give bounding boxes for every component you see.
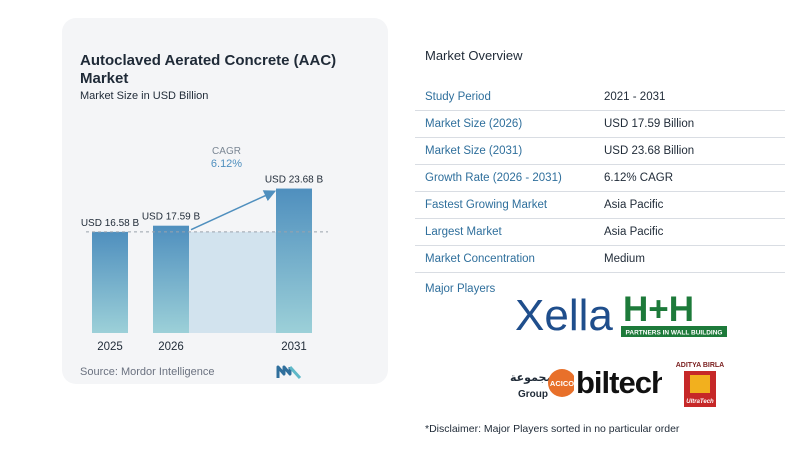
market-overview-title: Market Overview [425,48,523,63]
overview-row-label: Fastest Growing Market [425,199,548,211]
overview-row-label: Market Size (2026) [425,118,523,130]
cagr-arrow [190,190,277,231]
hh-logo: H+H PARTNERS IN WALL BUILDING [621,287,727,337]
biltech-logo-text: biltech [576,365,662,400]
overview-row-value: Asia Pacific [604,226,664,238]
xella-logo-text: Xella [515,291,613,338]
major-players-label: Major Players [425,283,496,295]
biltech-logo: biltech [576,357,670,405]
overview-row-label: Market Concentration [425,253,535,265]
overview-row-value: Medium [604,253,645,265]
ultratech-text: UltraTech [686,399,714,405]
acico-group-text: Group [518,389,548,400]
cagr-label: CAGR [212,146,241,157]
ultratech-logo: ADITYA BIRLA UltraTech [670,357,730,409]
disclaimer-note: *Disclaimer: Major Players sorted in no … [425,423,680,435]
overview-row: Fastest Growing Market Asia Pacific [415,192,785,219]
bar-2031 [276,188,312,333]
acico-logo: المجموعة Group ACICO [510,355,576,411]
overview-row: Study Period 2021 - 2031 [415,84,785,111]
overview-row: Market Concentration Medium [415,246,785,273]
aditya-birla-text: ADITYA BIRLA [676,362,724,369]
market-overview-table: Study Period 2021 - 2031 Market Size (2026… [415,84,785,273]
source-note: Source: Mordor Intelligence [80,366,215,378]
overview-row-value: Asia Pacific [604,199,664,211]
acico-name-text: ACICO [550,379,574,388]
hh-tagline: PARTNERS IN WALL BUILDING [626,330,723,337]
overview-row: Largest Market Asia Pacific [415,219,785,246]
projection-area [189,231,276,333]
overview-row: Growth Rate (2026 - 2031) 6.12% CAGR [415,165,785,192]
overview-row-value: 2021 - 2031 [604,91,666,103]
bar-2026 [153,225,189,333]
xella-logo: Xella [515,286,618,340]
overview-row-label: Market Size (2031) [425,145,523,157]
data-label-2026: USD 17.59 B [142,212,201,223]
overview-row-label: Largest Market [425,226,502,238]
x-tick-2025: 2025 [97,341,123,353]
overview-row-value: USD 17.59 Billion [604,118,695,130]
overview-row-label: Growth Rate (2026 - 2031) [425,172,562,184]
overview-row-label: Study Period [425,91,491,103]
x-tick-2026: 2026 [158,341,184,353]
x-tick-2031: 2031 [281,341,307,353]
mordor-logo-icon [276,365,302,380]
hh-logo-text: H+H [623,290,694,329]
cagr-value: 6.12% [211,158,242,170]
chart-subtitle: Market Size in USD Billion [80,90,209,102]
overview-row-value: USD 23.68 Billion [604,145,695,157]
data-label-2031: USD 23.68 B [265,175,324,186]
data-label-2025: USD 16.58 B [81,218,140,229]
overview-row: Market Size (2026) USD 17.59 Billion [415,111,785,138]
overview-row: Market Size (2031) USD 23.68 Billion [415,138,785,165]
overview-row-value: 6.12% CAGR [604,172,674,184]
bar-2025 [92,231,128,333]
chart-title: Autoclaved Aerated Concrete (AAC) Market [80,52,337,87]
